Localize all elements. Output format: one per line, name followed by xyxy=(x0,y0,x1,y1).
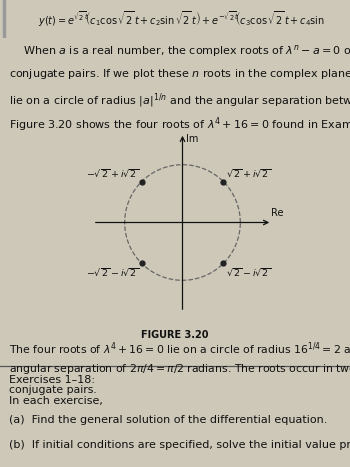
Text: FIGURE 3.20: FIGURE 3.20 xyxy=(141,330,209,340)
Text: The four roots of $\lambda^4 + 16 = 0$ lie on a circle of radius $16^{1/4} = 2$ : The four roots of $\lambda^4 + 16 = 0$ l… xyxy=(9,340,350,357)
Text: Exercises 1–18:: Exercises 1–18: xyxy=(9,375,95,385)
Text: In each exercise,: In each exercise, xyxy=(9,396,103,406)
Text: Im: Im xyxy=(186,134,198,144)
Text: When $a$ is a real number, the complex roots of $\lambda^n - a = 0$ occur: When $a$ is a real number, the complex r… xyxy=(9,43,350,59)
Text: $\sqrt{2}+i\sqrt{2}$: $\sqrt{2}+i\sqrt{2}$ xyxy=(226,167,271,179)
Text: (a)  Find the general solution of the differential equation.: (a) Find the general solution of the dif… xyxy=(9,415,327,425)
Text: Figure 3.20 shows the four roots of $\lambda^4 + 16 = 0$ found in Example: Figure 3.20 shows the four roots of $\la… xyxy=(9,116,350,134)
Text: $y(t) = e^{\sqrt{2}t}\!\left(c_1\cos\sqrt{2}\,t + c_2\sin\sqrt{2}\,t\right)+ e^{: $y(t) = e^{\sqrt{2}t}\!\left(c_1\cos\sqr… xyxy=(38,9,326,28)
Text: Re: Re xyxy=(271,208,283,218)
Text: lie on a circle of radius $|a|^{1/n}$ and the angular separation between r: lie on a circle of radius $|a|^{1/n}$ an… xyxy=(9,92,350,110)
Text: $-\sqrt{2}-i\sqrt{2}$: $-\sqrt{2}-i\sqrt{2}$ xyxy=(86,266,139,278)
Text: angular separation of $2\pi/4 = \pi/2$ radians. The roots occur in two: angular separation of $2\pi/4 = \pi/2$ r… xyxy=(9,362,350,376)
Text: conjugate pairs. If we plot these $n$ roots in the complex plane, we: conjugate pairs. If we plot these $n$ ro… xyxy=(9,67,350,81)
Text: (b)  If initial conditions are specified, solve the initial value problem.: (b) If initial conditions are specified,… xyxy=(9,440,350,450)
Text: conjugate pairs.: conjugate pairs. xyxy=(9,385,97,395)
Text: $-\sqrt{2}+i\sqrt{2}$: $-\sqrt{2}+i\sqrt{2}$ xyxy=(86,167,139,179)
Text: $\sqrt{2}-i\sqrt{2}$: $\sqrt{2}-i\sqrt{2}$ xyxy=(226,266,271,278)
